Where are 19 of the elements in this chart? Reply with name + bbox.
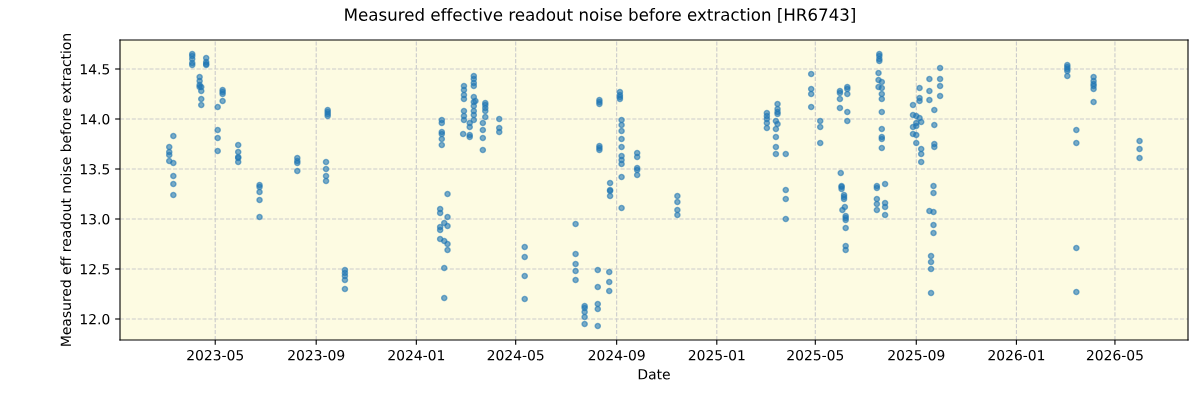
- x-tick-label: 2025-09: [888, 349, 945, 361]
- x-tick-label: 2024-05: [487, 349, 544, 361]
- y-tick-label: 13.5: [80, 163, 110, 175]
- x-tick-label: 2024-09: [588, 349, 645, 361]
- x-tick-label: 2023-09: [288, 349, 345, 361]
- x-tick-label: 2025-05: [787, 349, 844, 361]
- y-axis-title: Measured eff readout noise before extraction: [60, 34, 72, 346]
- x-tick-label: 2026-01: [988, 349, 1045, 361]
- y-tick-label: 12.5: [80, 263, 110, 275]
- y-tick-label: 12.0: [80, 313, 110, 325]
- y-tick-label: 14.5: [80, 64, 110, 75]
- chart-title: Measured effective readout noise before extraction [HR6743]: [345, 8, 855, 23]
- x-tick-label: 2026-05: [1086, 349, 1143, 361]
- x-axis-title: Date: [638, 369, 670, 380]
- x-tick-label: 2024-01: [388, 349, 445, 361]
- x-tick-label: 2023-05: [187, 349, 244, 361]
- y-tick-label: 14.0: [80, 113, 110, 125]
- y-tick-label: 13.0: [80, 213, 110, 225]
- x-tick-label: 2025-01: [688, 349, 745, 361]
